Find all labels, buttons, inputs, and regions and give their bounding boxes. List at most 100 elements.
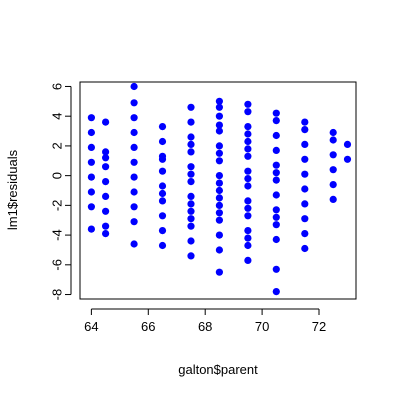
data-point xyxy=(102,163,110,171)
data-point xyxy=(187,215,195,223)
data-point xyxy=(102,222,110,230)
data-point xyxy=(272,169,280,177)
data-point xyxy=(158,155,167,163)
data-point xyxy=(158,167,167,175)
data-point xyxy=(244,182,252,190)
data-point xyxy=(158,212,167,220)
data-point xyxy=(244,256,252,264)
data-point xyxy=(87,173,95,181)
data-point xyxy=(244,145,252,153)
data-point xyxy=(244,152,252,160)
data-point xyxy=(301,170,309,178)
data-point xyxy=(87,203,95,211)
x-tick-label: 70 xyxy=(255,319,269,334)
data-point xyxy=(215,172,223,180)
data-point xyxy=(272,117,280,125)
data-point xyxy=(301,155,309,163)
data-point xyxy=(187,170,195,178)
data-point xyxy=(130,114,138,122)
data-point xyxy=(158,189,167,198)
data-point xyxy=(244,234,252,242)
data-point xyxy=(87,188,95,196)
data-point xyxy=(187,148,195,156)
y-tick-label: 4 xyxy=(49,113,64,120)
data-point xyxy=(244,197,252,205)
data-point xyxy=(272,191,280,199)
data-point xyxy=(329,151,337,159)
data-point xyxy=(244,227,252,235)
data-points xyxy=(87,82,352,296)
data-point xyxy=(301,126,309,134)
data-point xyxy=(215,209,223,217)
data-point xyxy=(301,140,309,148)
y-tick-label: 2 xyxy=(49,142,64,149)
data-point xyxy=(187,103,195,111)
data-point xyxy=(329,195,337,203)
data-point xyxy=(272,131,280,140)
data-point xyxy=(130,203,138,211)
data-point xyxy=(272,288,280,296)
data-point xyxy=(215,142,223,150)
data-point xyxy=(158,137,167,146)
data-point xyxy=(187,237,195,245)
data-point xyxy=(130,188,138,196)
data-point xyxy=(187,200,195,208)
data-point xyxy=(272,221,280,229)
data-point xyxy=(130,218,138,226)
plot-frame xyxy=(79,81,357,300)
data-point xyxy=(102,230,110,238)
data-point xyxy=(272,109,280,117)
x-tick-label: 64 xyxy=(84,319,98,334)
data-point xyxy=(130,173,138,181)
data-point xyxy=(215,121,223,129)
data-point xyxy=(329,128,337,137)
data-point xyxy=(87,114,95,122)
data-point xyxy=(130,158,138,166)
y-tick-label: -2 xyxy=(49,200,64,212)
data-point xyxy=(329,136,337,144)
data-point xyxy=(215,103,223,111)
data-point xyxy=(187,252,195,260)
data-point xyxy=(158,227,167,235)
data-point xyxy=(215,127,223,135)
data-point xyxy=(187,178,195,186)
data-point xyxy=(215,268,223,276)
data-point xyxy=(272,146,280,154)
data-point xyxy=(272,213,280,221)
data-point xyxy=(130,128,138,137)
data-point xyxy=(187,207,195,215)
data-point xyxy=(272,265,280,273)
data-point xyxy=(215,201,223,209)
data-point xyxy=(130,82,138,91)
y-tick-label: -4 xyxy=(49,229,64,241)
data-point xyxy=(102,192,110,200)
data-point xyxy=(343,155,352,163)
data-point xyxy=(244,241,252,250)
y-tick-label: 0 xyxy=(49,172,64,179)
y-axis: -8 -6 -4 -2 0 2 4 6 xyxy=(49,83,72,300)
data-point xyxy=(187,163,195,171)
data-point xyxy=(244,123,252,131)
data-point xyxy=(272,206,280,214)
data-point xyxy=(215,179,223,187)
y-tick-label: -6 xyxy=(49,259,64,271)
data-point xyxy=(215,194,223,202)
data-point xyxy=(301,215,309,223)
data-point xyxy=(244,204,252,212)
data-point xyxy=(301,230,309,238)
data-point xyxy=(158,123,167,131)
data-point xyxy=(102,207,110,215)
data-point xyxy=(215,246,223,254)
data-point xyxy=(102,118,110,126)
x-tick-label: 66 xyxy=(141,319,155,334)
data-point xyxy=(187,140,195,148)
x-tick-label: 68 xyxy=(198,319,212,334)
data-point xyxy=(215,186,223,195)
x-axis-title: galton$parent xyxy=(178,362,258,377)
data-point xyxy=(87,143,95,151)
data-point xyxy=(244,175,252,183)
data-point xyxy=(215,97,223,105)
data-point xyxy=(301,244,309,253)
data-point xyxy=(244,137,252,146)
